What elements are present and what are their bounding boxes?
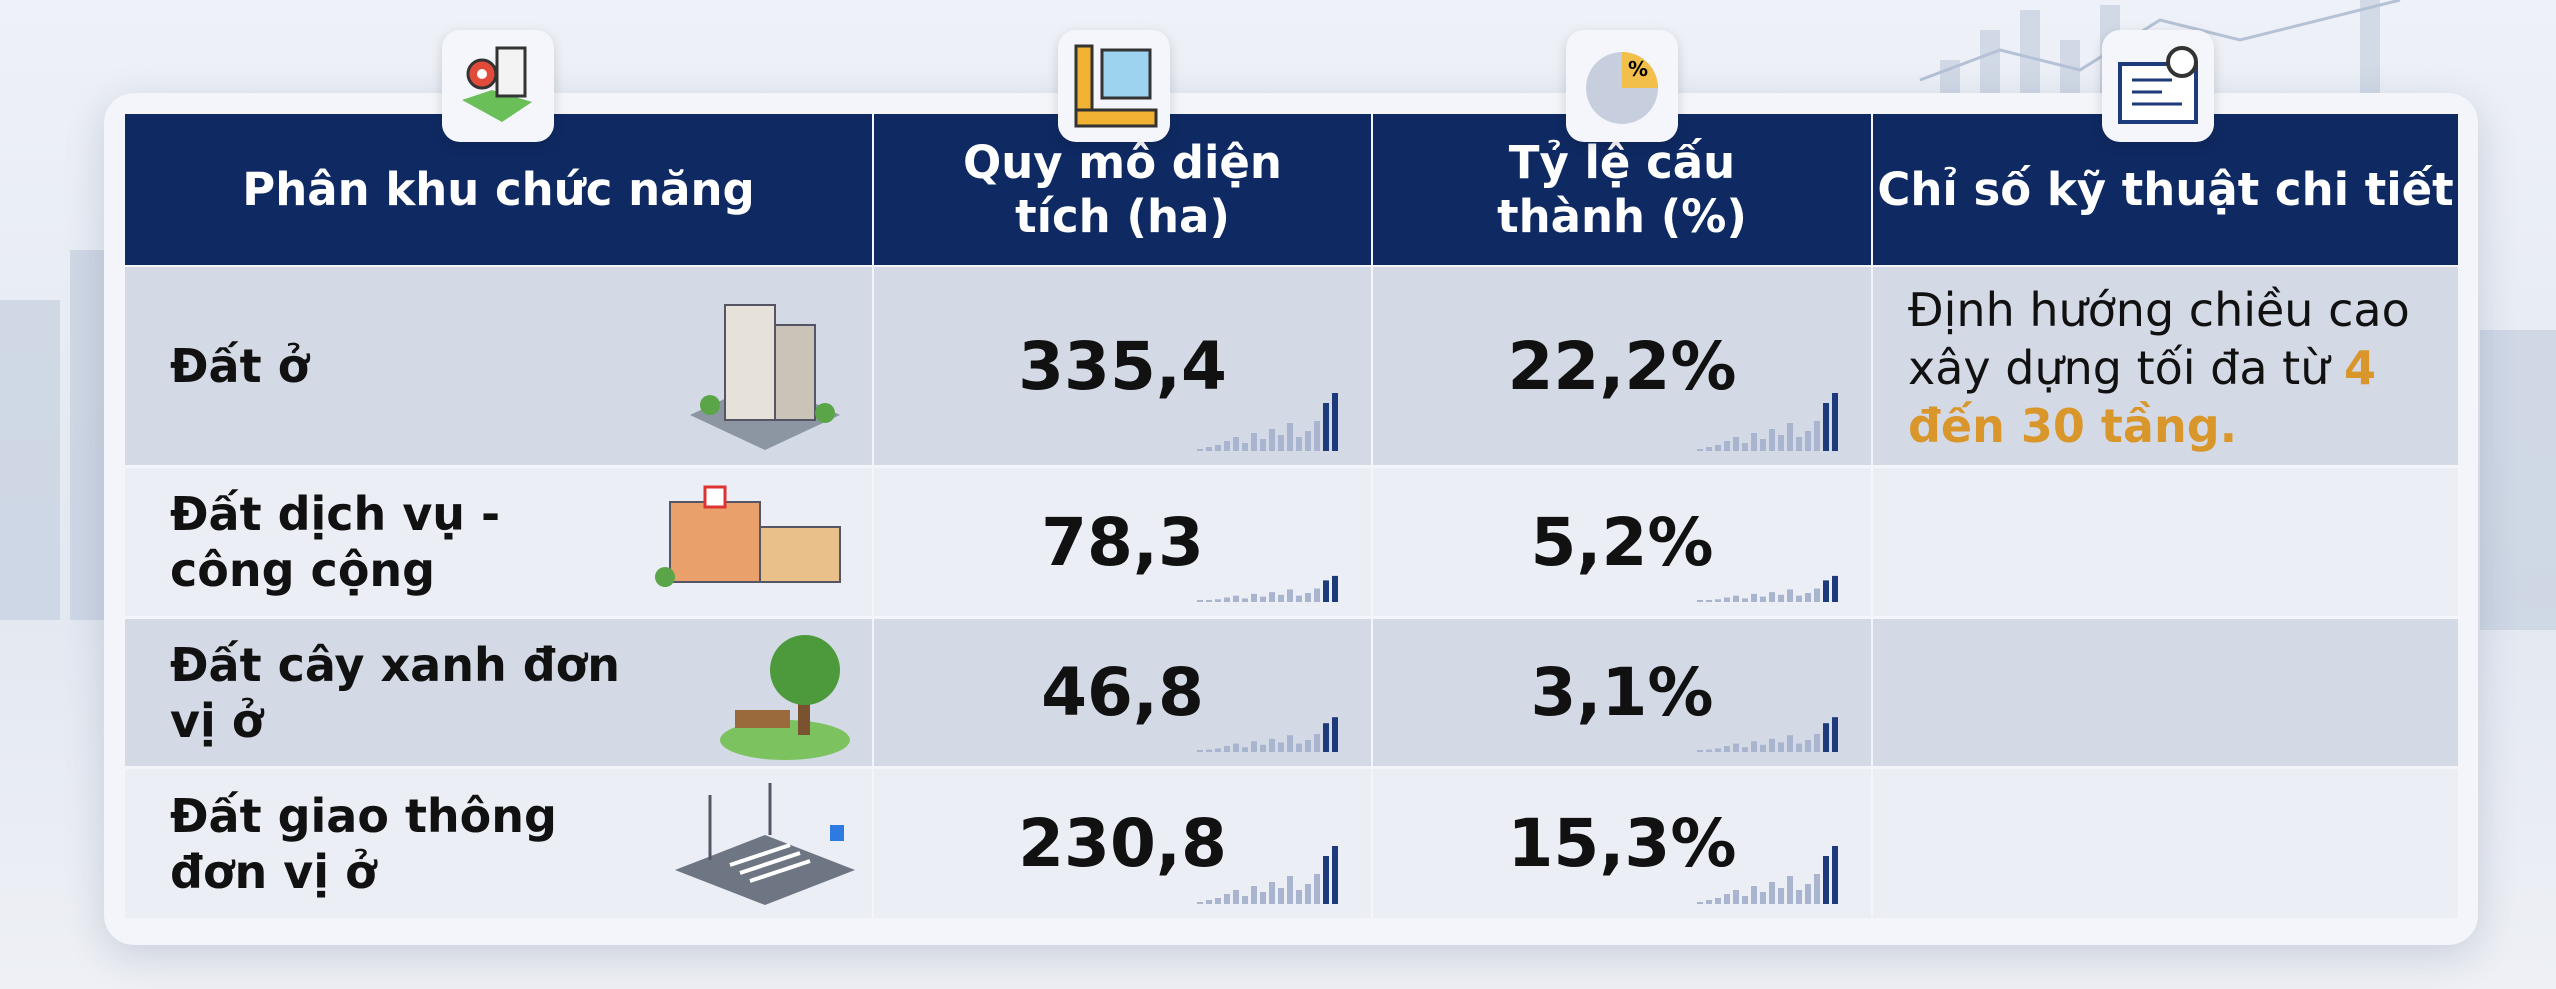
value-cell: 15,3%	[1373, 769, 1871, 918]
value-cell: 3,1%	[1373, 619, 1871, 766]
icon-park	[720, 635, 850, 760]
sparkline-decoration	[1697, 846, 1838, 904]
svg-text:%: %	[1628, 57, 1648, 81]
detail-highlight: 4 đến 30 tầng.	[1908, 341, 2377, 453]
icon: %	[1586, 52, 1658, 124]
sparkline-decoration	[1197, 717, 1338, 752]
value-cell: 46,8	[874, 619, 1371, 766]
icon-location	[442, 30, 554, 142]
value-cell: 22,2%	[1373, 267, 1871, 465]
icon-percent: %	[1566, 30, 1678, 142]
sparkline-decoration	[1197, 575, 1338, 602]
detail-cell	[1873, 769, 2458, 918]
value-cell: 5,2%	[1373, 468, 1871, 616]
value-cell: 78,3	[874, 468, 1371, 616]
value-text: 46,8	[1041, 654, 1204, 731]
label-text: Đất ở	[170, 339, 310, 393]
detail-main: Định hướng chiều cao xây dựng tối đa từ	[1908, 283, 2410, 395]
header-cell: Phân khu chức năng	[125, 114, 872, 265]
row-label: Đất dịch vụ - công cộng	[125, 468, 872, 616]
icon-area	[1058, 30, 1170, 142]
value-text: 78,3	[1041, 503, 1204, 581]
value-cell: 230,8	[874, 769, 1371, 918]
value-text: 3,1%	[1530, 654, 1714, 731]
detail-cell	[1873, 619, 2458, 766]
sparkline-decoration	[1697, 717, 1838, 752]
icon-road	[675, 783, 855, 905]
value-text: 15,3%	[1507, 805, 1737, 882]
row-label: Đất cây xanh đơn vị ở	[125, 619, 872, 766]
header-text: Chỉ số kỹ thuật chi tiết	[1877, 162, 2454, 216]
value-text: 230,8	[1018, 805, 1227, 882]
sparkline-decoration	[1697, 575, 1838, 602]
icon-blueprint	[2102, 30, 2214, 142]
value-cell: 335,4	[874, 267, 1371, 465]
sparkline-decoration	[1697, 393, 1838, 451]
icon-building	[690, 304, 840, 450]
header-cell: Quy mô diện tích (ha)	[874, 114, 1371, 265]
value-text: 22,2%	[1507, 327, 1737, 405]
icon	[462, 46, 532, 122]
label-text: Đất dịch vụ - công cộng	[170, 487, 501, 597]
icon	[1074, 44, 1158, 128]
icon	[2118, 46, 2198, 124]
sparkline-decoration	[1197, 846, 1338, 904]
header-text: Tỷ lệ cấu thành (%)	[1497, 135, 1747, 243]
label-text: Đất giao thông đơn vị ở	[170, 788, 557, 899]
sparkline-decoration	[1197, 393, 1338, 451]
icon-service	[655, 485, 841, 587]
label-text: Đất cây xanh đơn vị ở	[170, 637, 620, 748]
detail-text: Định hướng chiều cao xây dựng tối đa từ …	[1908, 281, 2423, 455]
value-text: 335,4	[1018, 327, 1227, 405]
header-text: Phân khu chức năng	[242, 162, 755, 216]
value-text: 5,2%	[1530, 503, 1714, 581]
header-cell: Chỉ số kỹ thuật chi tiết	[1873, 114, 2458, 265]
detail-cell	[1873, 468, 2458, 616]
detail-cell: Định hướng chiều cao xây dựng tối đa từ …	[1873, 267, 2458, 465]
header-text: Quy mô diện tích (ha)	[963, 135, 1282, 243]
